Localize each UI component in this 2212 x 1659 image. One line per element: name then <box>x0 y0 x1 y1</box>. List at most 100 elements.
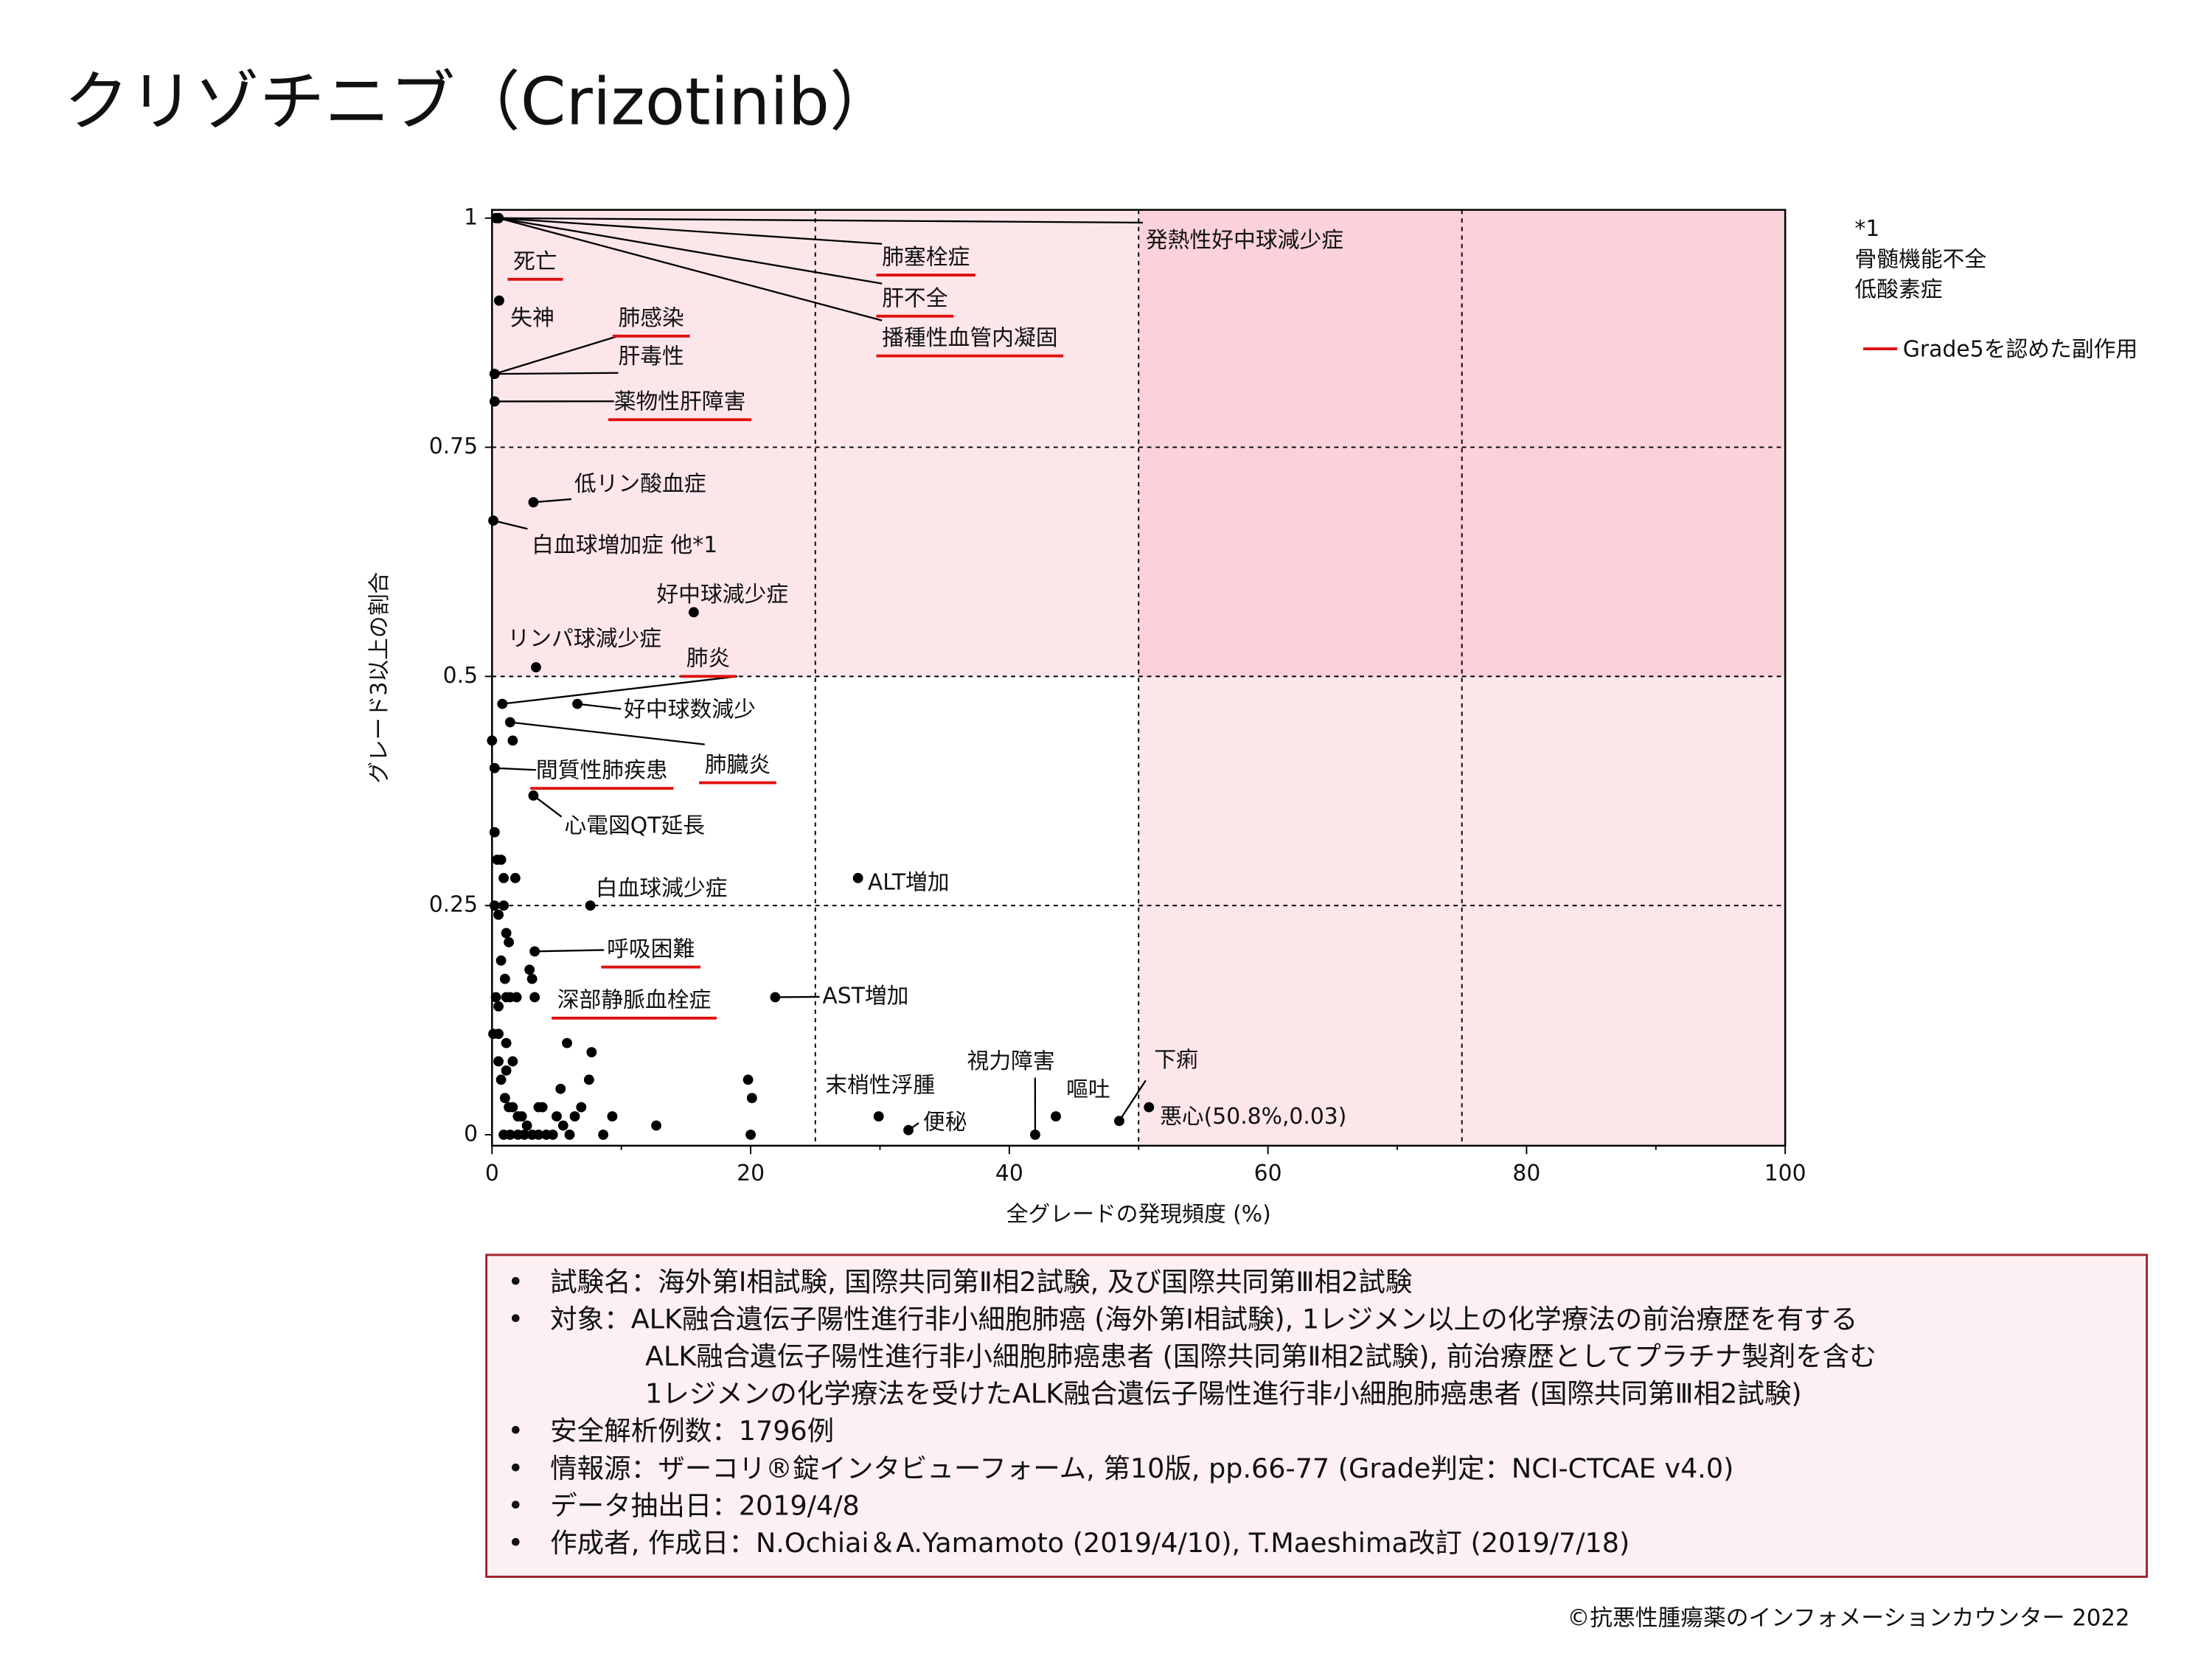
point-label: 白血球増加症 他*1 <box>532 532 717 558</box>
point <box>552 1111 562 1121</box>
point <box>576 1102 587 1113</box>
side-note: 骨髄機能不全 <box>1854 246 1986 272</box>
point-label: 白血球減少症 <box>596 875 728 901</box>
point <box>488 515 498 526</box>
point-label: AST増加 <box>822 983 908 1009</box>
leader-line <box>493 519 528 530</box>
bullet: • <box>507 1489 524 1521</box>
point <box>585 900 596 911</box>
point <box>511 992 522 1003</box>
x-tick-label: 0 <box>485 1161 499 1186</box>
note-text: 対象：ALK融合遺伝子陽性進行非小細胞肺癌 (海外第Ⅰ相試験), 1レジメン以上… <box>550 1303 1857 1335</box>
plot-frame <box>491 209 1787 1147</box>
point <box>557 1120 568 1131</box>
point <box>569 1111 580 1121</box>
note-text: 作成者, 作成日：N.Ochiai＆A.Yamamoto (2019/4/10)… <box>550 1527 1630 1559</box>
point <box>533 1130 544 1140</box>
point <box>564 1130 575 1140</box>
x-axis-label: 全グレードの発現頻度 (%) <box>1006 1202 1271 1228</box>
point-label: 肺炎 <box>686 646 731 672</box>
note-text: 試験名：海外第Ⅰ相試験, 国際共同第Ⅱ相2試験, 及び国際共同第Ⅲ相2試験 <box>550 1266 1412 1298</box>
point <box>504 717 515 728</box>
point-label: 好中球数減少 <box>624 697 756 723</box>
point <box>507 1056 518 1067</box>
point <box>501 928 512 939</box>
y-tick-label: 0.75 <box>429 434 478 459</box>
point-label: 視力障害 <box>967 1048 1055 1074</box>
point <box>688 607 699 618</box>
point <box>903 1124 914 1135</box>
point-label: 末梢性浮腫 <box>825 1073 935 1099</box>
point <box>1114 1116 1124 1127</box>
point <box>507 1102 518 1113</box>
point <box>490 212 501 223</box>
leader-line <box>498 217 883 245</box>
point <box>494 295 504 306</box>
point <box>489 827 500 838</box>
bullet: • <box>507 1415 524 1447</box>
leader-line <box>498 217 1144 224</box>
leader-line <box>494 372 619 375</box>
point-label: 心電図QT延長 <box>564 813 705 839</box>
point <box>583 1074 594 1085</box>
point <box>498 900 509 911</box>
point <box>562 1037 572 1048</box>
x-tick-label: 80 <box>1512 1161 1540 1186</box>
point <box>504 1130 515 1140</box>
point <box>852 872 863 883</box>
point <box>1144 1102 1155 1113</box>
note-text: 安全解析例数：1796例 <box>550 1415 834 1447</box>
point-label: 低リン酸血症 <box>574 471 706 497</box>
point <box>490 992 501 1003</box>
point <box>493 1056 504 1067</box>
point <box>598 1130 609 1140</box>
point-label: 肺塞栓症 <box>882 245 970 271</box>
x-tick-label: 100 <box>1764 1161 1806 1186</box>
point-label: 発熱性好中球減少症 <box>1146 227 1343 253</box>
y-tick-label: 1 <box>464 204 478 230</box>
point <box>745 1130 757 1140</box>
bullet: • <box>507 1453 524 1484</box>
point-label: リンパ球減少症 <box>507 626 661 652</box>
point <box>509 872 521 883</box>
point <box>607 1111 618 1121</box>
point <box>489 396 500 407</box>
point <box>521 1120 532 1131</box>
point <box>519 1130 530 1140</box>
point-label: 嘔吐 <box>1066 1077 1110 1102</box>
leader-line <box>498 217 883 285</box>
point <box>742 1074 754 1085</box>
point <box>493 909 504 920</box>
title: クリゾチニブ（Crizotinib） <box>64 64 895 140</box>
point <box>1051 1111 1061 1121</box>
point <box>528 497 539 508</box>
point <box>572 698 582 709</box>
point <box>501 1065 512 1076</box>
point-label: 肺感染 <box>618 305 684 331</box>
footer: ©抗悪性腫瘍薬のインフォメーションカウンター 2022 <box>1567 1605 2129 1632</box>
x-tick-label: 20 <box>737 1161 765 1186</box>
point <box>498 872 509 883</box>
point <box>516 1111 527 1121</box>
point <box>501 1037 512 1048</box>
point <box>493 1001 504 1012</box>
point-label: 肝不全 <box>882 285 948 311</box>
point <box>746 1093 757 1104</box>
point <box>1030 1130 1040 1140</box>
point-label: 薬物性肝障害 <box>614 389 746 415</box>
leader-line <box>494 335 619 375</box>
point <box>529 946 540 957</box>
point <box>507 735 518 746</box>
y-tick-label: 0 <box>464 1121 478 1147</box>
leader-line <box>494 767 536 771</box>
note-text: 情報源：ザーコリ®錠インタビューフォーム, 第10版, pp.66-77 (Gr… <box>550 1453 1733 1484</box>
x-tick-label: 40 <box>995 1161 1023 1186</box>
notes-box <box>485 1253 2148 1578</box>
point <box>504 936 515 947</box>
point <box>528 790 539 801</box>
point <box>873 1111 884 1121</box>
point <box>495 855 507 865</box>
point <box>586 1047 597 1057</box>
